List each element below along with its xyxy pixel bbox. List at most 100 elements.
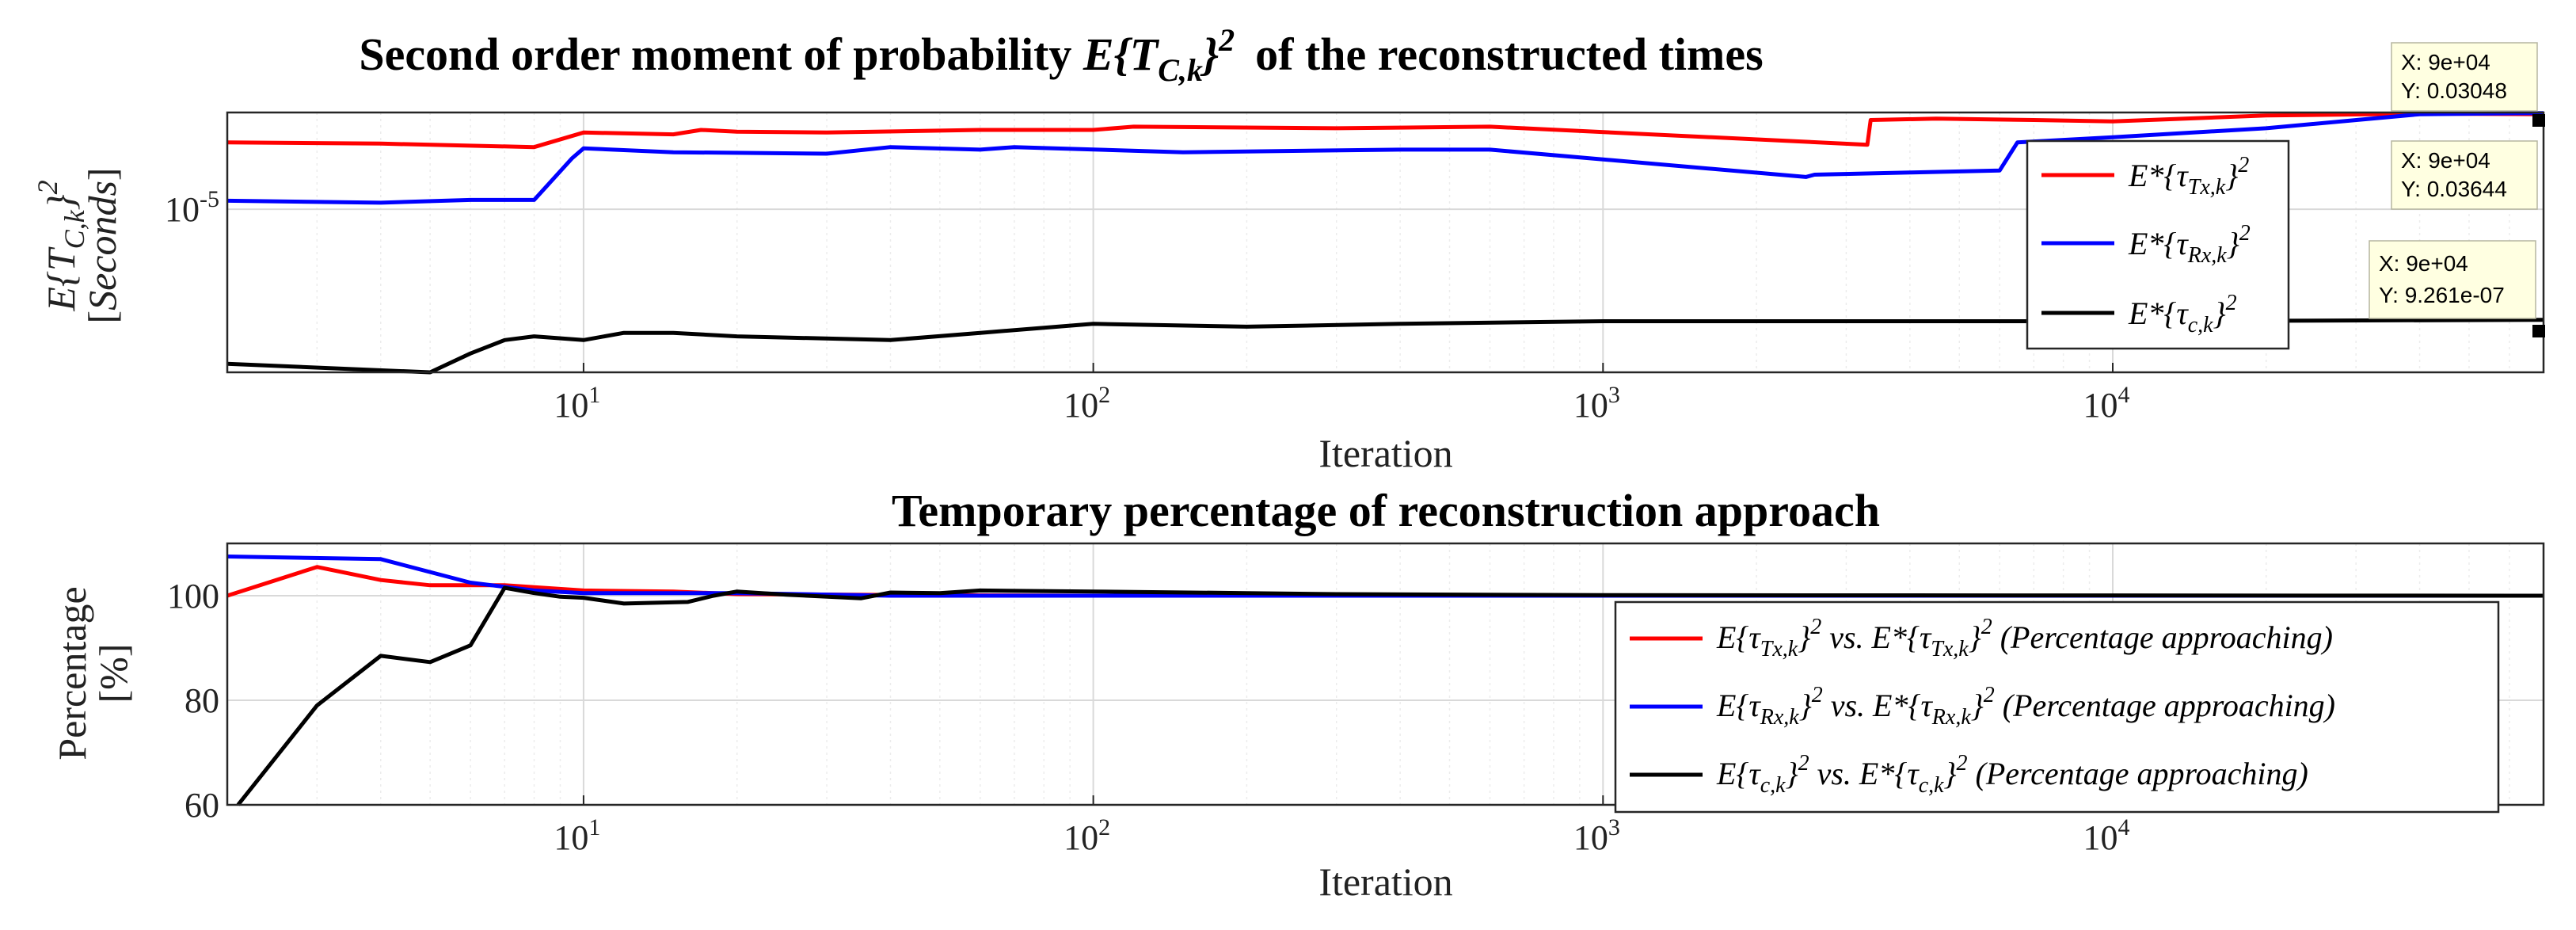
- top-title-part-b: of the reconstructed times: [1255, 29, 1764, 80]
- x-tick-base: 10: [1064, 386, 1098, 425]
- top-title-sub: C,k: [1158, 52, 1203, 88]
- top-plot-frame: [226, 111, 2545, 374]
- bl-rx-p7: 2: [1984, 683, 1995, 707]
- data-tip-2-x: X: 9e+04: [2401, 148, 2490, 173]
- top-chart-title: Second order moment of probability E{TC,…: [359, 22, 1763, 88]
- bottom-legend-box: [1614, 600, 2500, 814]
- top-legend-label-rx: E*{τRx,k}2: [2128, 221, 2251, 268]
- top-y-label-line2: [Seconds]: [80, 167, 124, 323]
- top-y-label-unit-close: ]: [80, 167, 124, 181]
- series-line-0: [226, 112, 2544, 150]
- top-legend-tx-sub: Tx,k: [2188, 175, 2226, 200]
- top-legend-rx-sup: 2: [2239, 221, 2251, 246]
- top-legend-rx-sub: Rx,k: [2187, 243, 2228, 268]
- y-tick-label: 100: [167, 577, 219, 616]
- top-legend-c-prefix: E*{τ: [2128, 295, 2189, 331]
- bottom-series-lines: [226, 555, 2544, 806]
- data-tip-3-marker[interactable]: [2532, 325, 2545, 337]
- bl-rx-p2: }: [1799, 688, 1812, 723]
- x-tick-exp: 1: [588, 814, 600, 840]
- bottom-chart-title: Temporary percentage of reconstruction a…: [892, 485, 1880, 536]
- bl-tx-p1: Tx,k: [1760, 637, 1798, 661]
- x-tick-label: 101: [554, 382, 600, 425]
- data-tip-1-y: Y: 0.03048: [2401, 78, 2507, 103]
- data-tip-2-box: [2391, 140, 2538, 210]
- bl-tx-p0: E{τ: [1716, 619, 1761, 655]
- x-tick-exp: 2: [1098, 382, 1110, 408]
- bl-c-p8: (Percentage approaching): [1968, 756, 2308, 791]
- bl-rx-p1: Rx,k: [1760, 705, 1800, 730]
- bottom-legend-label-c: E{τc,k}2 vs. E*{τc,k}2 (Percentage appro…: [1716, 751, 2308, 798]
- top-y-label-line1: E{TC,k}2: [32, 180, 90, 311]
- x-tick-label: 103: [1573, 382, 1620, 425]
- y-tick-label: 60: [185, 786, 219, 825]
- top-x-axis-label: Iteration: [1318, 431, 1452, 475]
- data-tip-1-marker[interactable]: [2532, 114, 2545, 127]
- bl-c-p7: 2: [1957, 751, 1968, 776]
- data-tip-3[interactable]: X: 9e+04 Y: 9.261e-07: [2369, 240, 2536, 319]
- bl-c-p0: E{τ: [1716, 756, 1761, 791]
- top-legend-label-tx: E*{τTx,k}2: [2128, 153, 2249, 200]
- bl-tx-p3: 2: [1810, 615, 1821, 639]
- bl-rx-p8: (Percentage approaching): [1995, 688, 2335, 723]
- x-tick-exp: 4: [2118, 382, 2130, 408]
- top-legend-tx-suffix: }: [2225, 158, 2238, 193]
- bottom-legend-label-tx: E{τTx,k}2 vs. E*{τTx,k}2 (Percentage app…: [1716, 615, 2333, 661]
- top-legend-c-sub: c,k: [2188, 313, 2213, 337]
- bottom-legend: E{τTx,k}2 vs. E*{τTx,k}2 (Percentage app…: [1614, 600, 2500, 814]
- top-legend-tx-prefix: E*{τ: [2128, 158, 2189, 193]
- top-title-sup: 2: [1218, 22, 1235, 58]
- series-line-2: [226, 318, 2544, 375]
- bl-tx-p5: Tx,k: [1931, 637, 1969, 661]
- bl-c-p2: }: [1786, 756, 1798, 791]
- bl-tx-p7: 2: [1981, 615, 1992, 639]
- x-tick-base: 10: [1573, 386, 1608, 425]
- bl-c-p3: 2: [1798, 751, 1809, 776]
- data-tip-1-x: X: 9e+04: [2401, 50, 2490, 74]
- x-tick-base: 10: [2083, 818, 2118, 857]
- top-title-close: }: [1200, 29, 1219, 80]
- x-tick-exp: 3: [1608, 814, 1620, 840]
- bottom-x-axis-label: Iteration: [1318, 859, 1452, 904]
- x-tick-label: 104: [2083, 814, 2130, 857]
- x-tick-exp: 4: [2118, 814, 2130, 840]
- top-legend-c-suffix: }: [2213, 295, 2226, 331]
- x-tick-label: 102: [1064, 814, 1110, 857]
- data-tip-1[interactable]: X: 9e+04 Y: 0.03048: [2391, 42, 2538, 112]
- x-tick-base: 10: [554, 386, 588, 425]
- top-y-label-sup: 2: [32, 180, 63, 194]
- y-tick-label: 80: [185, 681, 219, 720]
- x-tick-exp: 2: [1098, 814, 1110, 840]
- data-tip-2[interactable]: X: 9e+04 Y: 0.03644: [2391, 140, 2538, 210]
- bl-rx-p4: vs. E*{τ: [1823, 688, 1934, 723]
- top-title-E: E{T: [1083, 29, 1160, 80]
- bl-c-p5: c,k: [1919, 773, 1944, 798]
- x-tick-label: 103: [1573, 814, 1620, 857]
- top-y-label-E: E{T: [39, 246, 83, 312]
- bottom-y-label-line1: Percentage: [50, 586, 94, 760]
- bottom-x-tick-labels: 101 102 103 104: [554, 795, 2130, 857]
- bl-tx-p4: vs. E*{τ: [1821, 619, 1932, 655]
- bl-c-p4: vs. E*{τ: [1809, 756, 1920, 791]
- bl-rx-p5: Rx,k: [1931, 705, 1972, 730]
- data-tip-3-y: Y: 9.261e-07: [2379, 283, 2505, 307]
- bl-c-p1: c,k: [1760, 773, 1786, 798]
- bl-rx-p0: E{τ: [1716, 688, 1761, 723]
- x-tick-label: 104: [2083, 382, 2130, 425]
- top-y-axis-label: E{TC,k}2 [Seconds]: [32, 167, 124, 323]
- top-legend-rx-prefix: E*{τ: [2128, 226, 2189, 261]
- series-line-2: [236, 585, 2544, 806]
- top-y-tick-labels: 10-5: [165, 186, 219, 229]
- top-title-part-a: Second order moment of probability: [359, 29, 1083, 80]
- bottom-plot-frame: [226, 542, 2545, 806]
- top-legend-c-sup: 2: [2226, 291, 2237, 315]
- top-y-label-sub: C,k: [59, 209, 90, 249]
- top-y-label-unit-open: [: [80, 311, 124, 324]
- bl-tx-p6: }: [1969, 619, 1981, 655]
- data-tip-2-y: Y: 0.03644: [2401, 177, 2507, 201]
- x-tick-base: 10: [554, 818, 588, 857]
- bl-tx-p8: (Percentage approaching): [1992, 619, 2333, 655]
- x-tick-label: 102: [1064, 382, 1110, 425]
- bl-c-p6: }: [1944, 756, 1957, 791]
